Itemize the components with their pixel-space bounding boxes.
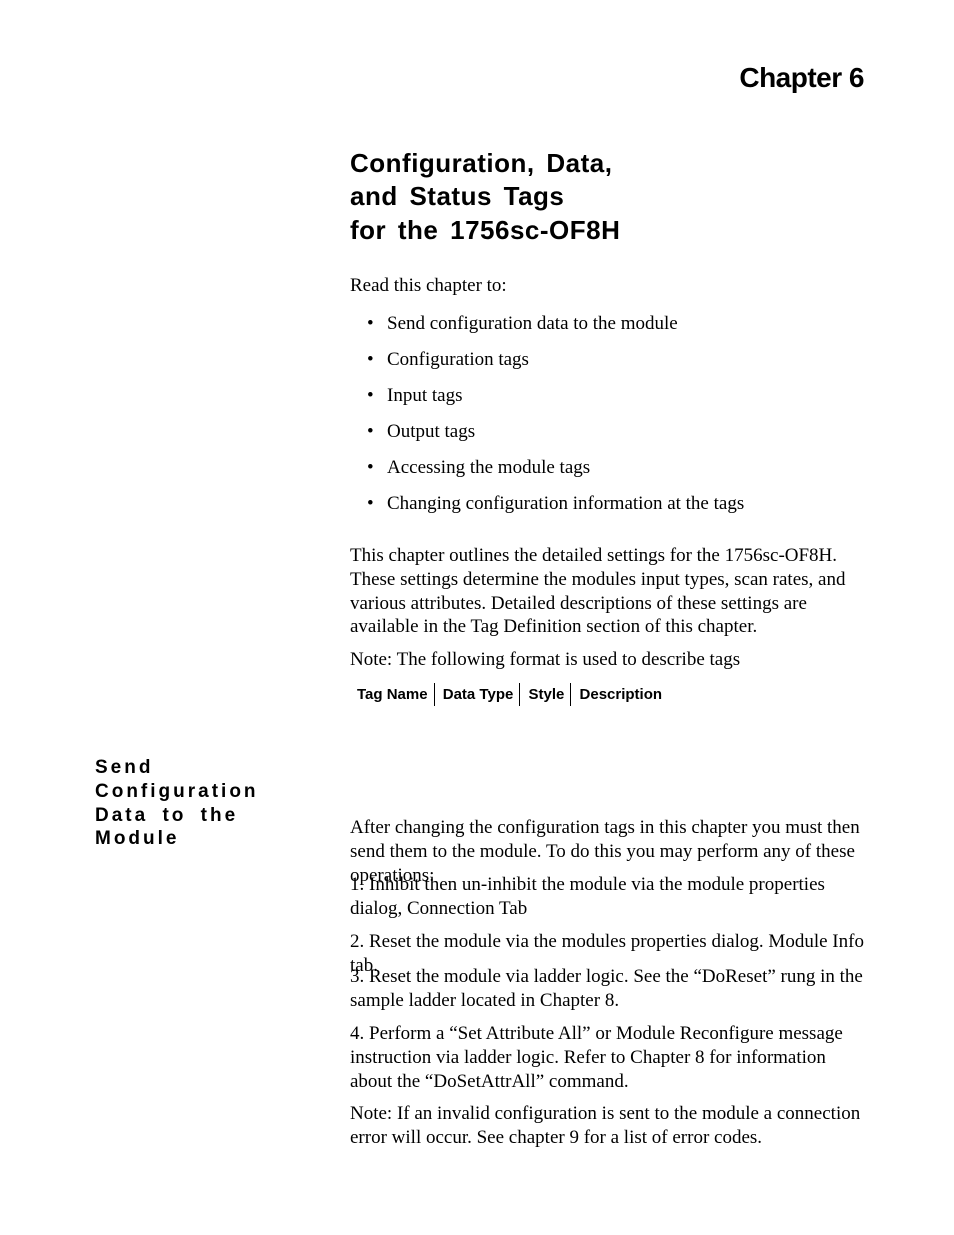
note-invalid-config: Note: If an invalid configuration is sen… [350, 1102, 870, 1150]
list-item: Configuration tags [367, 349, 744, 371]
col-description: Description [576, 683, 669, 706]
topic-list: Send configuration data to the module Co… [367, 313, 744, 529]
intro-line: Read this chapter to: [350, 275, 507, 297]
step-4: 4. Perform a “Set Attribute All” or Modu… [350, 1022, 870, 1093]
title-line-3: for the 1756sc-OF8H [350, 214, 620, 247]
step-1: 1. Inhibit then un-inhibit the module vi… [350, 873, 870, 921]
list-item: Output tags [367, 421, 744, 443]
chapter-title: Configuration, Data, and Status Tags for… [350, 147, 620, 247]
title-line-2: and Status Tags [350, 180, 620, 213]
list-item: Changing configuration information at th… [367, 493, 744, 515]
list-item: Send configuration data to the module [367, 313, 744, 335]
col-tag-name: Tag Name [353, 683, 435, 706]
col-data-type: Data Type [439, 683, 521, 706]
chapter-label: Chapter 6 [739, 62, 864, 94]
step-3: 3. Reset the module via ladder logic. Se… [350, 965, 870, 1013]
list-item: Accessing the module tags [367, 457, 744, 479]
title-line-1: Configuration, Data, [350, 147, 620, 180]
section-heading-send-config: Send Configuration Data to the Module [95, 756, 315, 851]
note-format: Note: The following format is used to de… [350, 648, 870, 672]
tag-format-header: Tag Name Data Type Style Description [353, 683, 668, 706]
overview-paragraph: This chapter outlines the detailed setti… [350, 544, 870, 639]
col-style: Style [525, 683, 572, 706]
list-item: Input tags [367, 385, 744, 407]
